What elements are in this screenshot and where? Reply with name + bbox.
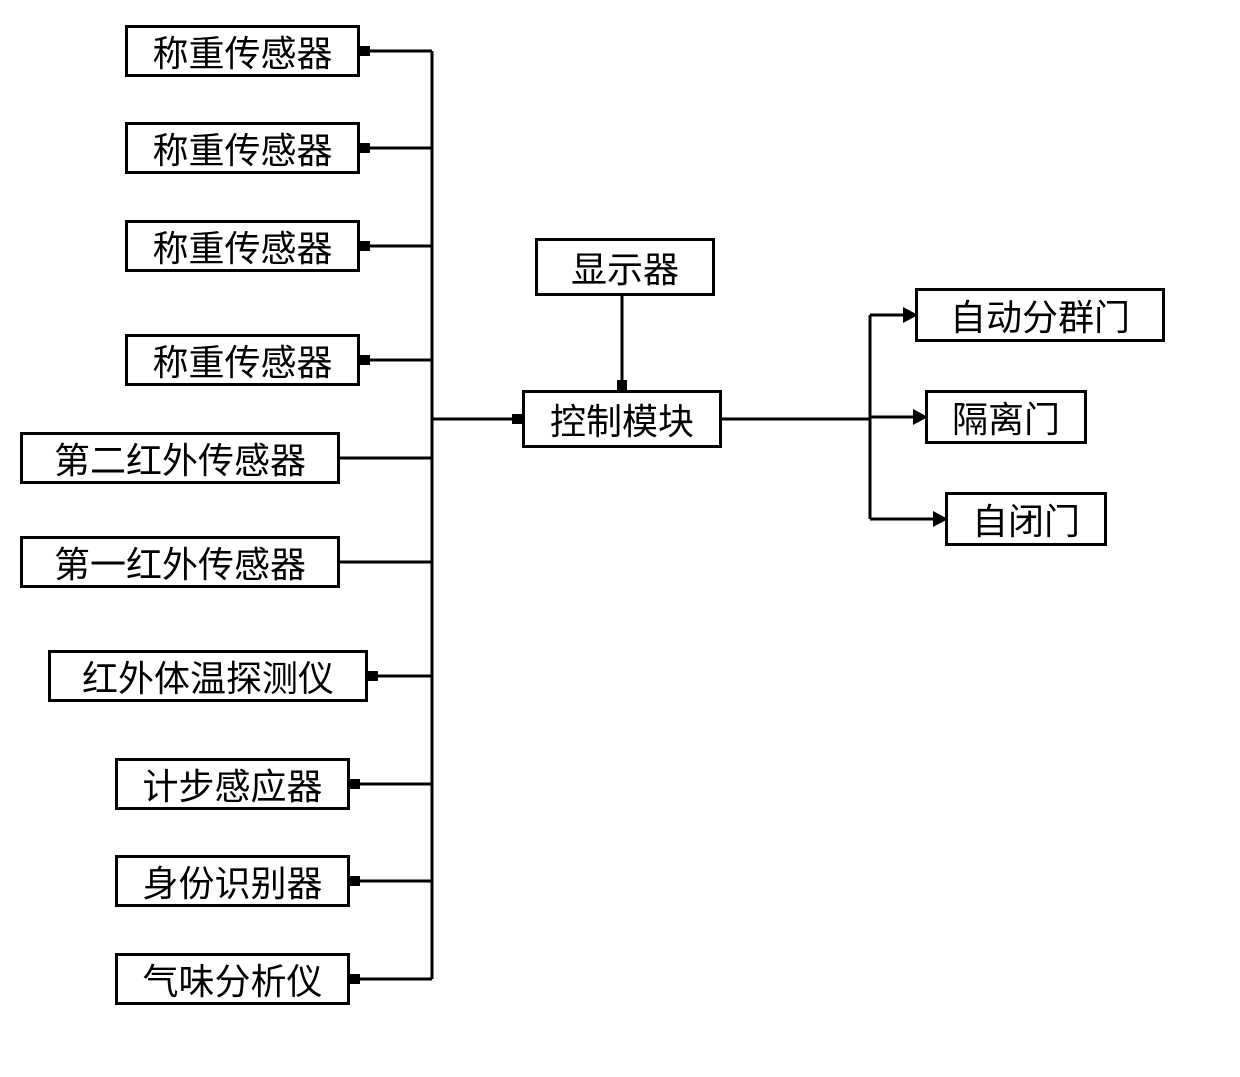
input-node-weight-sensor-1: 称重传感器 [125, 25, 360, 77]
node-label: 自闭门 [972, 493, 1080, 545]
input-node-id-recognizer: 身份识别器 [115, 855, 350, 907]
node-label: 第一红外传感器 [54, 536, 306, 588]
node-label: 显示器 [571, 241, 679, 293]
input-node-weight-sensor-2: 称重传感器 [125, 122, 360, 174]
node-label: 称重传感器 [152, 220, 332, 272]
input-node-ir-sensor-2: 第二红外传感器 [20, 432, 340, 484]
node-label: 控制模块 [550, 393, 694, 445]
node-label: 红外体温探测仪 [82, 650, 334, 702]
node-label: 计步感应器 [142, 758, 322, 810]
node-label: 气味分析仪 [142, 953, 322, 1005]
node-label: 自动分群门 [950, 289, 1130, 341]
node-label: 第二红外传感器 [54, 432, 306, 484]
input-node-ir-temp-detector: 红外体温探测仪 [48, 650, 368, 702]
input-node-pedometer: 计步感应器 [115, 758, 350, 810]
output-node-auto-group-gate: 自动分群门 [915, 288, 1165, 342]
output-node-isolation-gate: 隔离门 [925, 390, 1087, 444]
node-label: 隔离门 [952, 391, 1060, 443]
node-label: 称重传感器 [152, 25, 332, 77]
input-node-ir-sensor-1: 第一红外传感器 [20, 536, 340, 588]
node-label: 称重传感器 [152, 122, 332, 174]
node-label: 称重传感器 [152, 334, 332, 386]
input-node-weight-sensor-4: 称重传感器 [125, 334, 360, 386]
center-node-display: 显示器 [535, 238, 715, 296]
center-node-controller: 控制模块 [522, 390, 722, 448]
input-node-smell-analyzer: 气味分析仪 [115, 953, 350, 1005]
node-label: 身份识别器 [142, 855, 322, 907]
output-node-self-close-gate: 自闭门 [945, 492, 1107, 546]
input-node-weight-sensor-3: 称重传感器 [125, 220, 360, 272]
